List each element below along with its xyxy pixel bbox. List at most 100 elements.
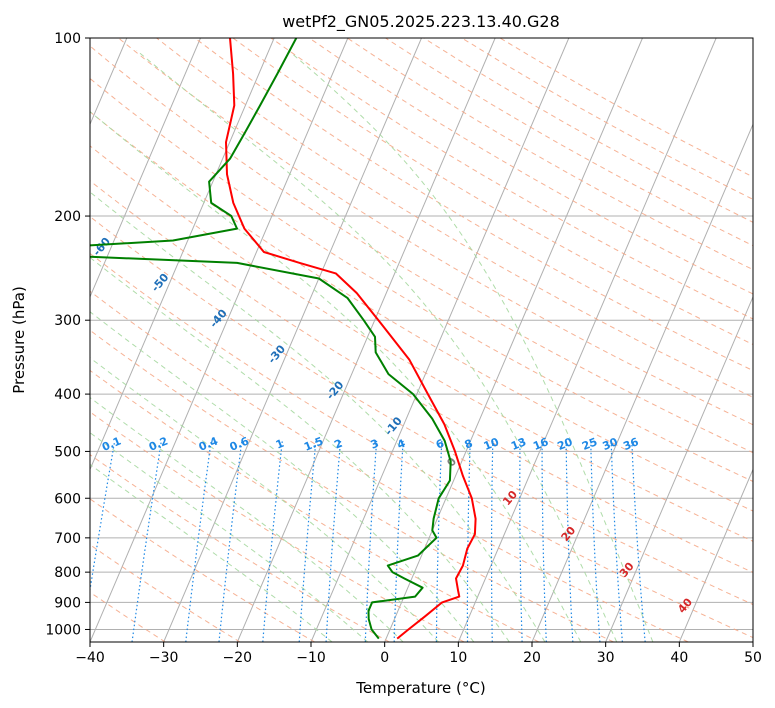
mixing-ratio-line xyxy=(466,440,471,642)
dry-adiabat xyxy=(308,38,753,295)
y-axis-label: Pressure (hPa) xyxy=(10,286,28,394)
isotherm-line xyxy=(236,38,496,642)
x-tick-label: 10 xyxy=(449,650,467,666)
dry-adiabat xyxy=(90,591,166,642)
mixing-ratio-line xyxy=(218,440,243,642)
isotherm-line xyxy=(605,295,753,642)
mixing-ratio-line xyxy=(565,440,574,642)
mixing-ratio-label: 13 xyxy=(509,435,528,453)
isotherm-label: -70 xyxy=(32,199,55,223)
x-tick-label: 40 xyxy=(670,650,688,666)
mixing-ratio-line xyxy=(364,440,378,642)
y-tick-label: 600 xyxy=(54,491,81,507)
series-layer xyxy=(90,38,477,640)
x-tick-label: −30 xyxy=(149,650,179,666)
x-tick-label: −20 xyxy=(223,650,253,666)
dry-adiabat xyxy=(90,252,753,639)
dry-adiabat xyxy=(270,38,753,320)
mixing-ratio-line xyxy=(298,440,317,642)
chart-title: wetPf2_GN05.2025.223.13.40.G28 xyxy=(282,12,560,32)
dry-adiabat xyxy=(90,369,540,642)
y-tick-label: 900 xyxy=(54,595,81,611)
dry-adiabat xyxy=(90,454,390,642)
y-tick-label: 800 xyxy=(54,565,81,581)
mixing-ratio-layer: 0.1 0.2 0.4 0.6 1 1.5 2 3 4 6 8 10 13 16 20 25 30 36 xyxy=(90,434,646,642)
x-tick-label: 0 xyxy=(380,650,389,666)
mixing-ratio-label: 25 xyxy=(580,435,599,453)
moist-adiabat xyxy=(90,311,475,642)
mixing-ratio-line xyxy=(490,440,494,642)
dry-adiabat xyxy=(90,329,614,642)
dry-adiabat xyxy=(90,290,689,642)
grid-layer xyxy=(90,38,753,642)
mixing-ratio-line xyxy=(325,440,342,642)
moist-adiabat xyxy=(90,463,333,642)
x-axis-label: Temperature (°C) xyxy=(355,679,485,697)
plot-frame xyxy=(89,37,754,643)
dry-adiabat xyxy=(90,215,753,606)
mixing-ratio-line xyxy=(590,440,601,642)
isotherm-line xyxy=(531,123,753,642)
y-tick-label: 300 xyxy=(54,313,81,329)
isotherm-line xyxy=(457,38,717,642)
dewpoint-line xyxy=(90,38,452,640)
mixing-ratio-line xyxy=(610,440,623,642)
y-tick-label: 500 xyxy=(54,444,81,460)
moist-adiabat xyxy=(90,357,439,642)
adiabat-layer xyxy=(90,38,753,642)
dry-adiabat xyxy=(90,111,753,512)
mixing-ratio-line xyxy=(185,440,212,642)
mixing-ratio-label: 16 xyxy=(531,435,550,453)
isotherm-line xyxy=(90,38,349,642)
moist-adiabat xyxy=(90,110,582,642)
y-tick-label: 400 xyxy=(54,387,81,403)
x-tick-label: 20 xyxy=(523,650,541,666)
mixing-ratio-label: 3 xyxy=(369,437,381,452)
moist-adiabat xyxy=(90,191,546,642)
mixing-ratio-line xyxy=(631,440,646,642)
temperature-line xyxy=(225,38,477,640)
mixing-ratio-label: 8 xyxy=(463,437,475,452)
mixing-ratio-line xyxy=(131,440,162,642)
isotherm-line xyxy=(384,38,643,642)
dry-adiabat xyxy=(90,145,753,542)
mixing-ratio-line xyxy=(262,440,283,642)
dry-adiabat xyxy=(90,411,465,642)
mixing-ratio-label: 30 xyxy=(601,435,620,453)
y-tick-label: 200 xyxy=(54,209,81,225)
mixing-ratio-label: 20 xyxy=(555,435,574,453)
dry-adiabat xyxy=(118,38,753,426)
x-tick-label: −40 xyxy=(75,650,105,666)
mixing-ratio-line xyxy=(519,440,523,642)
isotherm-line xyxy=(678,468,753,642)
mixing-ratio-label: 2 xyxy=(332,437,344,452)
y-tick-label: 700 xyxy=(54,531,81,547)
x-tick-label: −10 xyxy=(296,650,326,666)
dry-adiabat xyxy=(90,498,315,642)
mixing-ratio-label: 36 xyxy=(621,435,640,453)
x-tick-label: 30 xyxy=(597,650,615,666)
mixing-ratio-line xyxy=(90,440,116,594)
dry-adiabat xyxy=(90,180,753,573)
mixing-ratio-line xyxy=(541,440,547,642)
y-tick-label: 100 xyxy=(54,31,81,47)
moist-adiabat xyxy=(90,432,369,642)
dry-adiabat xyxy=(90,77,753,483)
isotherm-line xyxy=(752,640,753,642)
mixing-ratio-label: 1 xyxy=(274,437,286,452)
isotherm-line xyxy=(310,38,570,642)
isotherm-line xyxy=(90,38,275,471)
isotherm-line xyxy=(90,38,201,299)
moist-adiabat xyxy=(90,396,404,642)
y-tick-label: 1000 xyxy=(45,622,81,638)
mixing-ratio-line xyxy=(435,440,443,642)
mixing-ratio-label: 10 xyxy=(482,435,501,453)
axis-layer: −40 −30 −20 −10 0 10 20 30 40 50 100 200 300 400 500 60… xyxy=(45,31,762,666)
plot-area xyxy=(90,38,753,642)
x-tick-label: 50 xyxy=(744,650,762,666)
moist-adiabat xyxy=(288,50,654,642)
isotherm-line xyxy=(163,38,422,642)
mixing-ratio-line xyxy=(393,440,404,642)
dry-adiabat xyxy=(194,38,753,372)
